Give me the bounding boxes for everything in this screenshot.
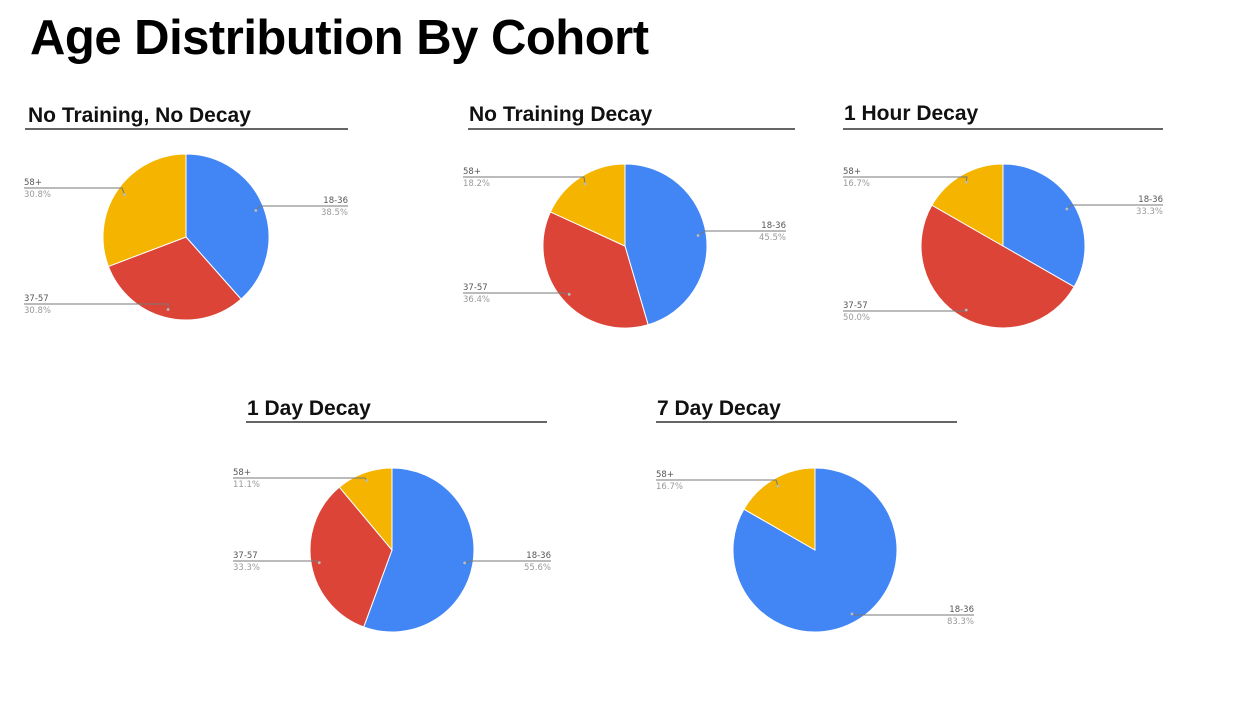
slice-percentage: 55.6%: [524, 563, 551, 573]
page-title: Age Distribution By Cohort: [30, 11, 649, 65]
slice-percentage: 36.4%: [463, 295, 490, 305]
pie-slice-37-57: [542, 211, 649, 329]
leader-line: [656, 479, 779, 487]
slice-label: 18-36: [761, 221, 786, 231]
leader-dot: [567, 292, 571, 296]
slice-percentage: 16.7%: [843, 179, 870, 189]
slice-percentage: 30.8%: [24, 306, 51, 316]
pie-slice-37-57: [920, 204, 1075, 329]
leader-line: [24, 187, 125, 195]
slice-percentage: 16.7%: [656, 482, 683, 492]
slice-label: 18-36: [1138, 195, 1163, 205]
pie-slice-58+: [102, 153, 187, 268]
slice-label: 18-36: [526, 551, 551, 561]
pie-slice-18-36: [363, 467, 475, 633]
pie-slice-18-36: [624, 163, 708, 326]
leader-dot: [850, 612, 854, 616]
pie-slice-18-36: [185, 153, 270, 300]
slice-label: 37-57: [843, 301, 868, 311]
leader-line: [24, 303, 169, 310]
slice-label: 58+: [463, 167, 481, 177]
chart-title: 7 Day Decay: [657, 397, 781, 420]
leader-dot: [166, 308, 170, 311]
slice-label: 37-57: [233, 551, 258, 561]
slice-label: 58+: [843, 167, 861, 177]
slice-label: 58+: [656, 470, 674, 480]
slice-label: 18-36: [323, 196, 348, 206]
leader-line: [255, 205, 348, 211]
pie-slice-58+: [338, 467, 393, 552]
slice-label: 58+: [24, 178, 42, 188]
pie-slice-58+: [743, 467, 816, 551]
leader-dot: [254, 209, 258, 212]
slice-percentage: 38.5%: [321, 208, 348, 218]
pie-chart-3: 1 Hour Decay 18-36 33.3% 37-57 50.0% 58+ 16.7%: [843, 102, 1163, 329]
leader-dot: [1065, 207, 1069, 211]
slice-percentage: 45.5%: [759, 233, 786, 243]
pie-chart-5: 7 Day Decay 18-36 83.3% 58+ 16.7%: [656, 397, 974, 633]
pie-slice-37-57: [309, 486, 393, 628]
slice-percentage: 18.2%: [463, 179, 490, 189]
leader-line: [463, 176, 586, 184]
slice-label: 37-57: [463, 283, 488, 293]
chart-title: No Training Decay: [469, 103, 653, 126]
leader-line: [1066, 204, 1163, 210]
pie-chart-1: No Training, No Decay 18-36 38.5% 37-57 30.8…: [24, 104, 348, 321]
leader-dot: [964, 180, 968, 184]
leader-dot: [463, 561, 467, 565]
leader-dot: [964, 308, 968, 312]
slice-label: 37-57: [24, 294, 49, 304]
chart-title: 1 Day Decay: [247, 397, 371, 420]
leader-dot: [776, 484, 780, 488]
leader-line: [697, 230, 786, 236]
leader-line: [843, 176, 968, 183]
pie-chart-4: 1 Day Decay 18-36 55.6% 37-57 33.3% 58+ 11.1%: [233, 397, 551, 633]
slice-percentage: 83.3%: [947, 617, 974, 627]
leader-line: [464, 560, 551, 564]
slice-label: 18-36: [949, 605, 974, 615]
slice-percentage: 33.3%: [1136, 207, 1163, 217]
leader-dot: [123, 193, 126, 196]
slice-percentage: 33.3%: [233, 563, 260, 573]
pie-slice-58+: [931, 163, 1004, 247]
slice-label: 58+: [233, 468, 251, 478]
leader-dot: [365, 479, 369, 483]
slice-percentage: 30.8%: [24, 190, 51, 200]
leader-dot: [317, 561, 321, 565]
pie-slice-37-57: [107, 236, 242, 321]
pie-chart-2: No Training Decay 18-36 45.5% 37-57 36.4% 58+…: [463, 103, 795, 329]
slice-percentage: 50.0%: [843, 313, 870, 323]
chart-title: 1 Hour Decay: [844, 102, 979, 125]
leader-dot: [696, 234, 700, 237]
slice-percentage: 11.1%: [233, 480, 260, 490]
chart-title: No Training, No Decay: [28, 104, 251, 127]
leader-dot: [583, 182, 587, 186]
